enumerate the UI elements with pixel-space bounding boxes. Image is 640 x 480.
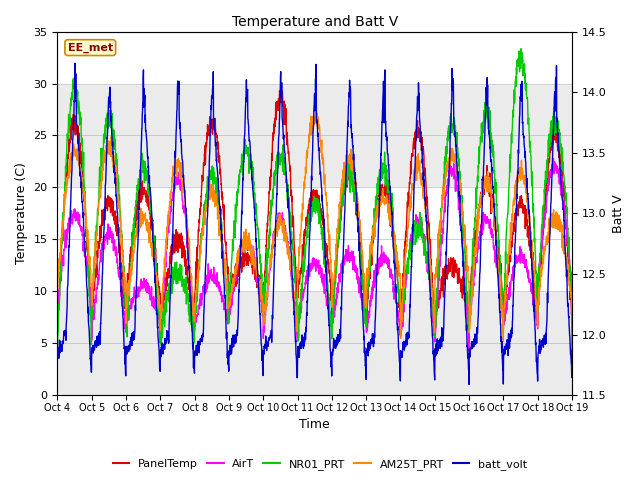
Y-axis label: Temperature (C): Temperature (C) [15,162,28,264]
Bar [58,32,572,84]
Y-axis label: Batt V: Batt V [612,194,625,233]
Text: EE_met: EE_met [68,42,113,53]
Title: Temperature and Batt V: Temperature and Batt V [232,15,398,29]
Bar [58,187,572,291]
X-axis label: Time: Time [300,419,330,432]
Legend: PanelTemp, AirT, NR01_PRT, AM25T_PRT, batt_volt: PanelTemp, AirT, NR01_PRT, AM25T_PRT, ba… [108,455,532,474]
